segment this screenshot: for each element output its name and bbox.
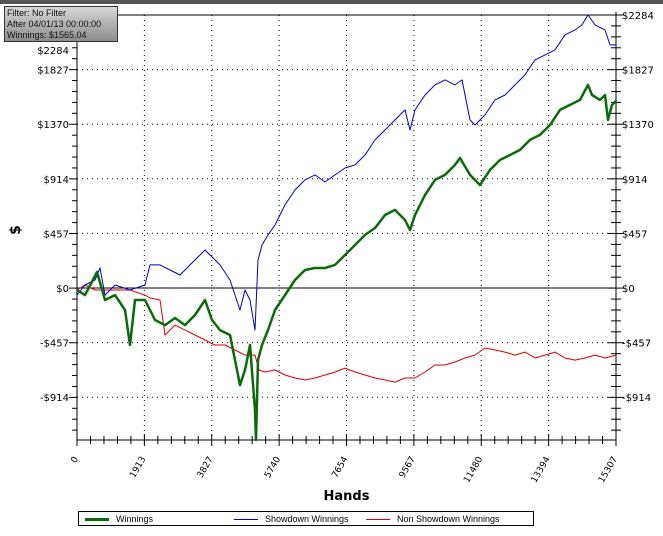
series-line-non-showdown-winnings <box>76 284 617 383</box>
x-tick-label: 1913 <box>128 455 148 480</box>
x-tick-label: 3827 <box>196 455 216 480</box>
y-tick-label: $1827 <box>37 66 69 77</box>
legend-item-non-showdown: Non Showdown Winnings <box>366 514 500 524</box>
x-tick-label: 0 <box>70 455 82 465</box>
y-tick-label-right: $914 <box>622 175 647 186</box>
legend-swatch <box>366 519 390 521</box>
y-tick-label: $0 <box>56 284 69 295</box>
y-tick-label: -$914 <box>40 393 69 404</box>
filter-info-box: Filter: No Filter After 04/01/13 00:00:0… <box>4 6 118 42</box>
date-filter-text: After 04/01/13 00:00:00 <box>7 19 102 29</box>
total-winnings-text: Winnings: $1565.04 <box>7 30 87 40</box>
y-tick-label-right: $2284 <box>622 11 654 22</box>
y-tick-label-right: -$914 <box>622 393 651 404</box>
x-tick-label: 15307 <box>597 455 620 485</box>
y-tick-label-right: -$457 <box>622 339 651 350</box>
y-tick-label-right: $1370 <box>622 120 654 131</box>
y-tick-label: $457 <box>44 229 69 240</box>
x-tick-label: 7654 <box>331 455 351 480</box>
series-line-showdown-winnings <box>76 14 616 331</box>
legend-swatch <box>234 519 258 521</box>
x-tick-label: 11480 <box>462 455 485 485</box>
legend-label: Winnings <box>116 514 154 524</box>
legend-label: Showdown Winnings <box>265 514 349 524</box>
x-tick-label: 5740 <box>263 455 283 480</box>
x-tick-label: 9567 <box>398 455 418 480</box>
y-tick-label: $2284 <box>37 46 69 57</box>
window-top-border <box>0 0 663 4</box>
y-tick-label: $914 <box>44 175 69 186</box>
y-tick-label-right: $1827 <box>622 66 654 77</box>
y-tick-label: -$457 <box>40 339 69 350</box>
y-tick-label: $1370 <box>37 120 69 131</box>
legend-item-winnings: Winnings <box>85 514 153 524</box>
filter-text: Filter: No Filter <box>7 8 67 18</box>
legend-item-showdown: Showdown Winnings <box>234 514 349 524</box>
x-tick-label: 13394 <box>530 455 553 485</box>
chart-legend: Winnings Showdown Winnings Non Showdown … <box>78 511 534 526</box>
legend-swatch <box>85 518 109 522</box>
legend-label: Non Showdown Winnings <box>397 514 500 524</box>
y-axis-title: $ <box>8 225 24 235</box>
series-line-winnings <box>76 83 617 442</box>
x-axis-title: Hands <box>324 489 370 504</box>
y-tick-label-right: $457 <box>622 229 647 240</box>
y-tick-label-right: $0 <box>622 284 635 295</box>
